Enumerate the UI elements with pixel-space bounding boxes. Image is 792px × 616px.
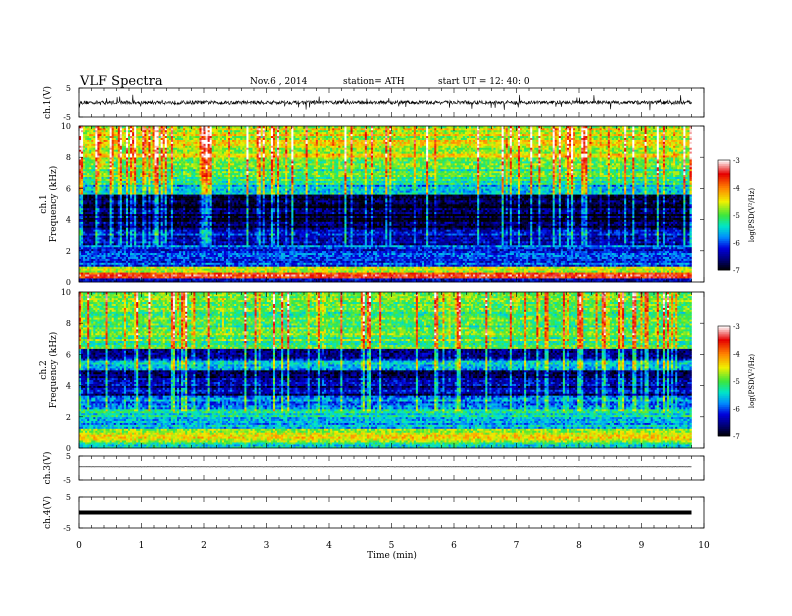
ch1-spectrogram-cells bbox=[79, 126, 692, 282]
ch2-spectrogram-ytick-label: 2 bbox=[66, 413, 71, 422]
colorbar-tick-label: -7 bbox=[733, 433, 740, 441]
ch1-waveform-ylabel: ch.1(V) bbox=[42, 86, 53, 119]
x-tick-label: 5 bbox=[389, 541, 395, 551]
colorbar-label: log(PSD(V²/Hz) bbox=[748, 354, 756, 409]
ch2-spectrogram-ytick-label: 8 bbox=[66, 319, 71, 328]
x-tick-label: 0 bbox=[76, 541, 82, 551]
colorbar-tick-label: -4 bbox=[733, 185, 740, 193]
ch2-spectrogram-ylabel: ch.2Frequency (kHz) bbox=[39, 332, 59, 409]
date-label: Nov.6 , 2014 bbox=[250, 77, 308, 87]
ch1-spectrogram-panel: 0 2 4 6 8 10 ch.1Frequency (kHz) bbox=[39, 122, 704, 287]
ch3-waveform-ytick-label: 5 bbox=[66, 452, 71, 461]
colorbar-tick-label: -6 bbox=[733, 406, 740, 414]
x-tick-label: 4 bbox=[326, 541, 332, 551]
ch2-spectrogram-cells bbox=[79, 292, 692, 448]
x-tick-label: 9 bbox=[639, 541, 645, 551]
ch2-colorbar: -3 -4 -5 -6 -7 log(PSD(V²/Hz) bbox=[718, 323, 756, 441]
x-tick-label: 1 bbox=[139, 541, 145, 551]
ch4-waveform-panel: 5 -5 ch.4(V) bbox=[42, 493, 704, 533]
figure-title: VLF Spectra bbox=[79, 74, 163, 89]
ch3-waveform-panel: 5 -5 ch.3(V) bbox=[42, 452, 704, 485]
x-tick-label: 7 bbox=[514, 541, 520, 551]
colorbar-tick-label: -5 bbox=[733, 212, 740, 220]
ch1-spectrogram-ytick-label: 0 bbox=[66, 278, 71, 287]
ch2-spectrogram-ytick-label: 4 bbox=[66, 382, 71, 391]
ch1-spectrogram-ytick-label: 10 bbox=[61, 122, 71, 131]
colorbar-tick-label: -3 bbox=[733, 323, 740, 331]
ch1-waveform-trace bbox=[79, 95, 692, 110]
ch1-spectrogram-ylabel: ch.1Frequency (kHz) bbox=[39, 166, 59, 243]
ch1-spectrogram-ytick-label: 6 bbox=[66, 184, 71, 193]
ch1-waveform-ytick-label: -5 bbox=[63, 113, 71, 122]
x-tick-label: 2 bbox=[201, 541, 207, 551]
ch4-waveform-ylabel: ch.4(V) bbox=[42, 496, 53, 529]
x-tick-label: 3 bbox=[264, 541, 270, 551]
ch1-spectrogram-ytick-label: 2 bbox=[66, 247, 71, 256]
ch1-colorbar: -3 -4 -5 -6 -7 log(PSD(V²/Hz) bbox=[718, 157, 756, 275]
colorbar-tick-label: -6 bbox=[733, 240, 740, 248]
figure-canvas: VLF Spectra Nov.6 , 2014 station= ATH st… bbox=[0, 0, 792, 612]
colorbar-tick-label: -7 bbox=[733, 267, 740, 275]
station-label: station= ATH bbox=[343, 77, 405, 87]
ch3-waveform-ytick-label: -5 bbox=[63, 476, 71, 485]
colorbar-tick-label: -4 bbox=[733, 351, 740, 359]
ch1-spectrogram-ytick-label: 8 bbox=[66, 153, 71, 162]
ch3-waveform-ylabel: ch.3(V) bbox=[42, 452, 53, 485]
ch2-spectrogram-ytick-label: 10 bbox=[61, 288, 71, 297]
ch4-waveform-ytick-label: -5 bbox=[63, 524, 71, 533]
colorbar-tick-label: -5 bbox=[733, 378, 740, 386]
start-ut-label: start UT = 12: 40: 0 bbox=[438, 77, 530, 87]
ch4-waveform-ytick-label: 5 bbox=[66, 493, 71, 502]
ch1-waveform-ytick-label: 5 bbox=[66, 84, 71, 93]
x-axis-label: Time (min) bbox=[367, 550, 417, 561]
ch2-spectrogram-ytick-label: 6 bbox=[66, 350, 71, 359]
x-tick-label: 6 bbox=[451, 541, 457, 551]
ch1-spectrogram-ytick-label: 4 bbox=[66, 216, 71, 225]
x-tick-label: 10 bbox=[698, 541, 710, 551]
colorbar-label: log(PSD(V²/Hz) bbox=[748, 188, 756, 243]
x-tick-label: 8 bbox=[576, 541, 582, 551]
vlf-spectra-figure: VLF Spectra Nov.6 , 2014 station= ATH st… bbox=[0, 0, 792, 612]
time-axis: 0 1 2 3 4 5 6 7 8 9 10 bbox=[76, 528, 710, 551]
ch1-waveform-panel: 5 -5 ch.1(V) bbox=[42, 84, 704, 122]
colorbar-tick-label: -3 bbox=[733, 157, 740, 165]
